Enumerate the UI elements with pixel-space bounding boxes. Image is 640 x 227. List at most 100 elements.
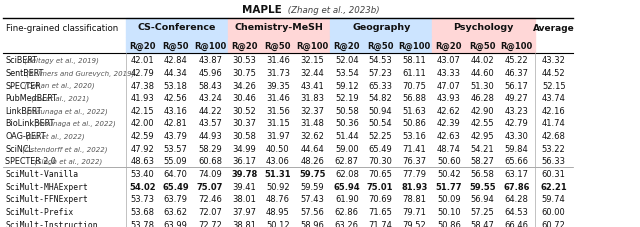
Text: 75.01: 75.01 — [367, 182, 393, 191]
Text: 44.93: 44.93 — [198, 131, 222, 141]
Text: 51.77: 51.77 — [436, 182, 462, 191]
Text: R@20: R@20 — [333, 41, 360, 50]
Text: 63.62: 63.62 — [164, 207, 188, 216]
Text: (Beltagy et al., 2019): (Beltagy et al., 2019) — [22, 57, 99, 64]
Text: 58.11: 58.11 — [403, 56, 426, 65]
Text: 70.75: 70.75 — [403, 81, 426, 90]
Text: 52.25: 52.25 — [368, 131, 392, 141]
Text: 47.07: 47.07 — [437, 81, 461, 90]
Text: 43.16: 43.16 — [164, 106, 188, 115]
Text: 59.75: 59.75 — [299, 169, 326, 178]
Text: 67.86: 67.86 — [504, 182, 530, 191]
Bar — [126, 19, 228, 37]
Text: 34.99: 34.99 — [233, 144, 257, 153]
Text: 75.07: 75.07 — [197, 182, 223, 191]
Text: Chemistry-MeSH: Chemistry-MeSH — [235, 22, 324, 32]
Text: R@20: R@20 — [232, 41, 258, 50]
Text: 45.22: 45.22 — [505, 56, 529, 65]
Text: 55.09: 55.09 — [164, 157, 188, 166]
Text: (Singh et al., 2022): (Singh et al., 2022) — [31, 158, 102, 164]
Text: Average: Average — [533, 23, 575, 32]
Text: SciBERT: SciBERT — [5, 56, 37, 65]
Text: 30.52: 30.52 — [233, 106, 257, 115]
Text: SciMult-Vanilla: SciMult-Vanilla — [5, 169, 78, 178]
Text: 44.52: 44.52 — [542, 69, 566, 78]
Text: 36.17: 36.17 — [233, 157, 257, 166]
Text: 31.97: 31.97 — [266, 131, 290, 141]
Text: 62.08: 62.08 — [335, 169, 359, 178]
Text: 53.54: 53.54 — [335, 69, 358, 78]
Text: SentBERT: SentBERT — [5, 69, 44, 78]
Text: 43.87: 43.87 — [198, 56, 222, 65]
Text: 51.44: 51.44 — [335, 131, 358, 141]
Text: 60.68: 60.68 — [198, 157, 222, 166]
Text: 43.23: 43.23 — [505, 106, 529, 115]
Text: SciNCL: SciNCL — [5, 144, 33, 153]
Text: 31.46: 31.46 — [266, 94, 290, 103]
Text: 72.46: 72.46 — [198, 195, 222, 203]
Text: 42.79: 42.79 — [505, 119, 529, 128]
Text: 42.79: 42.79 — [131, 69, 154, 78]
Text: 65.33: 65.33 — [368, 81, 392, 90]
Text: 42.15: 42.15 — [131, 106, 154, 115]
Text: 42.68: 42.68 — [542, 131, 566, 141]
Text: 44.64: 44.64 — [300, 144, 324, 153]
Text: 60.31: 60.31 — [542, 169, 566, 178]
Text: R@100: R@100 — [398, 41, 431, 50]
Text: 53.22: 53.22 — [542, 144, 566, 153]
Text: SPECTER: SPECTER — [5, 81, 41, 90]
Text: 57.56: 57.56 — [300, 207, 324, 216]
Text: (Reimers and Gurevych, 2019): (Reimers and Gurevych, 2019) — [24, 70, 134, 76]
Text: 59.59: 59.59 — [301, 182, 324, 191]
Text: R@20: R@20 — [129, 41, 156, 50]
Text: 30.53: 30.53 — [233, 56, 257, 65]
Text: 53.18: 53.18 — [164, 81, 188, 90]
Text: SciMult-MHAExpert: SciMult-MHAExpert — [5, 182, 88, 191]
Text: 58.43: 58.43 — [198, 81, 222, 90]
Text: 50.54: 50.54 — [368, 119, 392, 128]
Bar — [330, 19, 433, 37]
Text: 50.36: 50.36 — [335, 119, 359, 128]
Text: 32.37: 32.37 — [300, 106, 324, 115]
Text: 59.12: 59.12 — [335, 81, 358, 90]
Text: 63.26: 63.26 — [335, 220, 359, 227]
Text: 50.86: 50.86 — [403, 119, 426, 128]
Bar — [126, 37, 159, 54]
Text: 51.31: 51.31 — [264, 169, 291, 178]
Text: 49.27: 49.27 — [505, 94, 529, 103]
Text: 38.01: 38.01 — [233, 195, 257, 203]
Text: 34.26: 34.26 — [233, 81, 257, 90]
Text: 54.53: 54.53 — [368, 56, 392, 65]
Text: 71.41: 71.41 — [403, 144, 426, 153]
Text: 52.15: 52.15 — [542, 81, 566, 90]
Text: 53.73: 53.73 — [131, 195, 154, 203]
Bar — [192, 37, 228, 54]
Bar — [364, 37, 397, 54]
Text: 78.81: 78.81 — [403, 195, 426, 203]
Text: 52.19: 52.19 — [335, 94, 358, 103]
Text: 39.41: 39.41 — [233, 182, 257, 191]
Text: 60.00: 60.00 — [542, 207, 566, 216]
Bar — [294, 37, 330, 54]
Text: 54.82: 54.82 — [368, 94, 392, 103]
Text: 44.22: 44.22 — [198, 106, 222, 115]
Text: 53.16: 53.16 — [403, 131, 426, 141]
Text: 71.65: 71.65 — [368, 207, 392, 216]
Text: 39.78: 39.78 — [232, 169, 258, 178]
Text: 51.30: 51.30 — [470, 81, 494, 90]
Text: 43.06: 43.06 — [266, 157, 290, 166]
Text: 50.42: 50.42 — [437, 169, 461, 178]
Text: (Gu et al., 2021): (Gu et al., 2021) — [29, 95, 89, 101]
Text: 50.10: 50.10 — [437, 207, 461, 216]
Text: 43.07: 43.07 — [437, 56, 461, 65]
Text: 50.86: 50.86 — [437, 220, 461, 227]
Text: 31.56: 31.56 — [266, 106, 290, 115]
Text: 50.60: 50.60 — [437, 157, 461, 166]
Text: 62.21: 62.21 — [540, 182, 567, 191]
Bar — [228, 19, 330, 37]
Text: 42.01: 42.01 — [131, 56, 154, 65]
Text: 39.35: 39.35 — [266, 81, 290, 90]
Text: 48.95: 48.95 — [266, 207, 290, 216]
Text: 38.81: 38.81 — [233, 220, 257, 227]
Text: 46.28: 46.28 — [470, 94, 494, 103]
